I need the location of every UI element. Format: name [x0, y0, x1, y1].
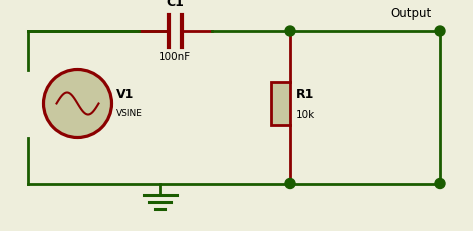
Text: Output: Output [390, 7, 431, 20]
Text: C1: C1 [166, 0, 184, 9]
Circle shape [285, 179, 295, 188]
Circle shape [285, 26, 295, 36]
Text: R1: R1 [296, 88, 315, 101]
Circle shape [435, 26, 445, 36]
Circle shape [435, 179, 445, 188]
Text: 100nF: 100nF [159, 52, 191, 62]
Circle shape [44, 70, 112, 137]
Text: V1: V1 [115, 88, 134, 101]
Bar [271, 82, 290, 125]
Text: 10k: 10k [296, 109, 315, 119]
Text: VSINE: VSINE [115, 109, 142, 118]
